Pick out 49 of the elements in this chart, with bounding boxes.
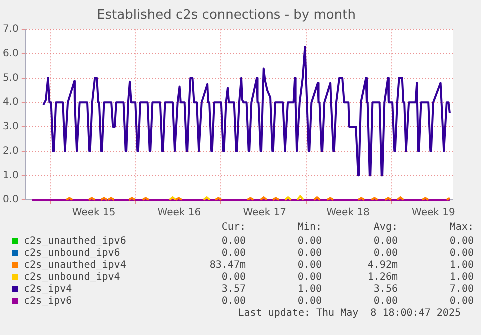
text: Cur: [220, 222, 246, 235]
text: 0.00 [372, 296, 398, 306]
text: 0.00 [448, 248, 474, 258]
text: 0.00 [220, 248, 246, 258]
text: 1.26m [366, 272, 398, 282]
legend-label: c2s_unbound_ipv4 [24, 272, 122, 282]
y-tick-label: 5.0 [2, 72, 19, 84]
text: 0.00 [296, 272, 322, 282]
text: 4.92m [366, 260, 398, 270]
text: Last update: Thu May 8 18:00:47 2025 [237, 308, 462, 319]
text: Max: [448, 222, 474, 235]
text: 0.00 [296, 260, 322, 270]
y-tick-label: 1.0 [2, 170, 19, 182]
y-tick-label: 2.0 [2, 146, 19, 157]
text: 3.56 [372, 284, 398, 294]
text: 0.00 [296, 236, 322, 246]
y-tick-label: 4.0 [2, 97, 19, 108]
text: 0.00 [448, 236, 474, 246]
y-tick-label: 7.0 [2, 24, 19, 36]
text: 7.00 [448, 284, 474, 294]
legend-label: c2s_ipv4 [24, 284, 74, 294]
text: Avg: [372, 222, 398, 235]
legend-label: c2s_unbound_ipv6 [24, 248, 122, 258]
y-tick-label: 0.0 [2, 194, 19, 206]
chart-title: Established c2s connections - by month [97, 8, 356, 24]
text: 0.00 [220, 236, 246, 246]
x-tick-label: Week 16 [158, 208, 202, 219]
text: 0.00 [220, 296, 246, 306]
text: 0.00 [448, 296, 474, 306]
y-tick-label: 6.0 [2, 48, 19, 60]
text: 1.00 [296, 284, 322, 294]
legend-label: c2s_unauthed_ipv4 [24, 260, 128, 270]
text: 1.00 [448, 272, 474, 282]
x-tick-label: Week 18 [326, 208, 370, 219]
text: 0.00 [296, 296, 322, 306]
legend-label: c2s_ipv6 [24, 296, 74, 306]
legend-label: c2s_unauthed_ipv6 [24, 236, 128, 246]
text: 3.57 [220, 284, 246, 294]
text: Min: [296, 222, 322, 235]
y-tick-label: 3.0 [2, 122, 19, 133]
text: 0.00 [296, 248, 322, 258]
text: 0.00 [372, 236, 398, 246]
x-tick-label: Week 19 [412, 208, 456, 219]
text: 83.47m [208, 260, 246, 270]
text: 0.00 [220, 272, 246, 282]
text: 1.00 [448, 260, 474, 270]
x-tick-label: Week 17 [243, 208, 287, 219]
text: 0.00 [372, 248, 398, 258]
x-tick-label: Week 15 [72, 208, 116, 219]
